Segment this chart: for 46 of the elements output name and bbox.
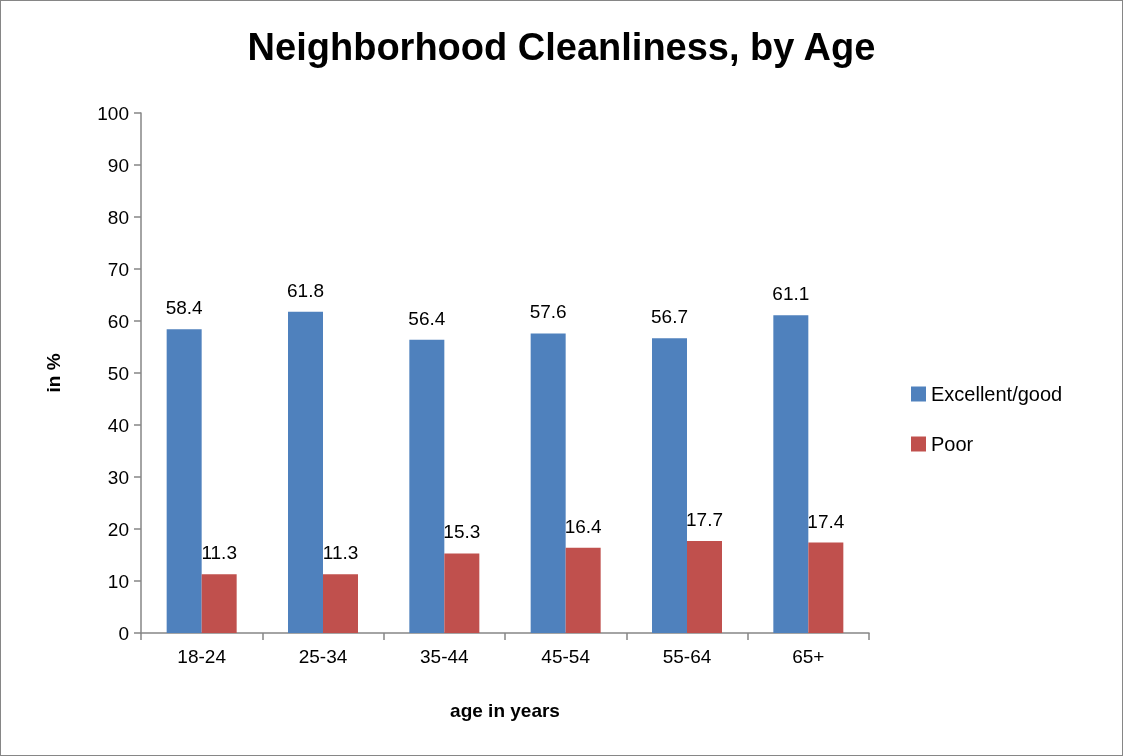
bar bbox=[166, 329, 202, 633]
bar bbox=[565, 547, 601, 633]
y-axis-title: in % bbox=[43, 353, 64, 393]
data-label: 57.6 bbox=[529, 301, 567, 323]
x-tick-label: 18-24 bbox=[177, 646, 227, 667]
bar bbox=[288, 311, 323, 633]
y-tick-label: 30 bbox=[107, 466, 129, 488]
data-label: 56.7 bbox=[651, 306, 688, 328]
bar bbox=[409, 339, 445, 633]
y-tick-label: 80 bbox=[107, 206, 129, 228]
data-label: 16.4 bbox=[564, 515, 603, 537]
data-label: 11.3 bbox=[201, 542, 237, 564]
x-tick-label: 35-44 bbox=[420, 646, 470, 667]
bar bbox=[323, 574, 358, 633]
x-tick-label: 25-34 bbox=[298, 646, 348, 667]
data-label: 61.8 bbox=[287, 279, 324, 301]
y-tick-label: 90 bbox=[107, 154, 129, 176]
x-tick-label: 65+ bbox=[792, 646, 825, 667]
legend-label: Poor bbox=[931, 433, 974, 455]
data-label: 56.4 bbox=[408, 307, 446, 329]
y-tick-label: 100 bbox=[97, 102, 129, 124]
bar bbox=[773, 315, 809, 633]
bar bbox=[201, 574, 237, 633]
bar bbox=[444, 553, 480, 633]
data-label: 17.7 bbox=[686, 508, 723, 530]
y-tick-label: 20 bbox=[107, 518, 129, 540]
data-label: 11.3 bbox=[322, 542, 359, 564]
y-tick-label: 40 bbox=[107, 414, 129, 436]
bar bbox=[652, 338, 687, 633]
chart-title: Neighborhood Cleanliness, by Age bbox=[247, 26, 876, 68]
data-label: 15.3 bbox=[443, 521, 481, 543]
x-tick-label: 45-54 bbox=[541, 646, 591, 667]
y-tick-label: 10 bbox=[107, 570, 129, 592]
data-label: 17.4 bbox=[807, 510, 845, 532]
bar bbox=[808, 542, 844, 633]
y-tick-label: 60 bbox=[107, 310, 129, 332]
y-tick-label: 70 bbox=[107, 258, 129, 280]
bar bbox=[687, 540, 722, 633]
x-axis-title: age in years bbox=[450, 700, 560, 721]
data-label: 58.4 bbox=[165, 297, 204, 319]
legend-label: Excellent/good bbox=[931, 383, 1063, 405]
bar bbox=[530, 333, 566, 633]
y-tick-label: 50 bbox=[107, 362, 129, 384]
data-label: 61.1 bbox=[772, 283, 810, 305]
x-tick-label: 55-64 bbox=[662, 646, 712, 667]
y-tick-label: 0 bbox=[118, 622, 129, 644]
